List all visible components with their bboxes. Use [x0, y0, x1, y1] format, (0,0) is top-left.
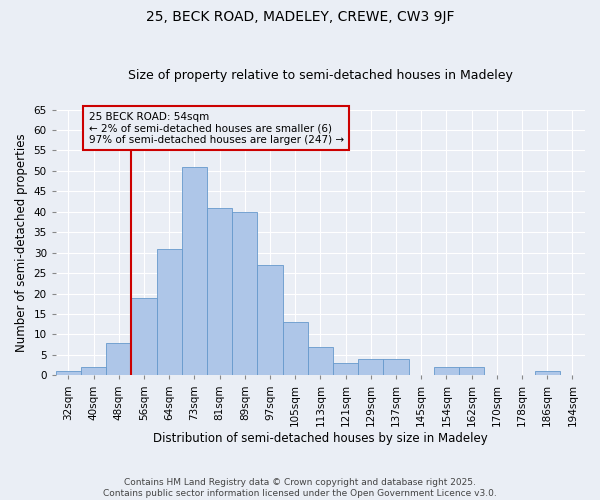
Bar [535, 371, 560, 376]
Bar [333, 363, 358, 376]
Bar [308, 346, 333, 376]
Bar [131, 298, 157, 376]
Bar [106, 342, 131, 376]
Title: Size of property relative to semi-detached houses in Madeley: Size of property relative to semi-detach… [128, 69, 513, 82]
Bar [157, 248, 182, 376]
Text: 25 BECK ROAD: 54sqm
← 2% of semi-detached houses are smaller (6)
97% of semi-det: 25 BECK ROAD: 54sqm ← 2% of semi-detache… [89, 112, 344, 145]
Bar [207, 208, 232, 376]
Bar [81, 367, 106, 376]
Text: Contains HM Land Registry data © Crown copyright and database right 2025.
Contai: Contains HM Land Registry data © Crown c… [103, 478, 497, 498]
Bar [358, 359, 383, 376]
Bar [434, 367, 459, 376]
Y-axis label: Number of semi-detached properties: Number of semi-detached properties [15, 133, 28, 352]
Bar [257, 265, 283, 376]
Bar [383, 359, 409, 376]
Text: 25, BECK ROAD, MADELEY, CREWE, CW3 9JF: 25, BECK ROAD, MADELEY, CREWE, CW3 9JF [146, 10, 454, 24]
Bar [182, 167, 207, 376]
Bar [56, 371, 81, 376]
Bar [232, 212, 257, 376]
Bar [283, 322, 308, 376]
Bar [459, 367, 484, 376]
X-axis label: Distribution of semi-detached houses by size in Madeley: Distribution of semi-detached houses by … [153, 432, 488, 445]
